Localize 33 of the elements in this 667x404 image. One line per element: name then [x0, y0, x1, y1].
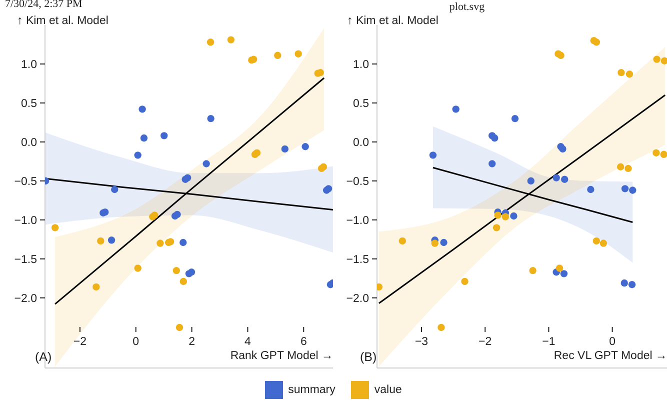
y-tick-label: −2.0 [14, 292, 37, 305]
y-axis-title: ↑ Kim et al. Model [347, 15, 438, 27]
x-tick-label: 2 [188, 336, 195, 348]
text: plot.svg [449, 1, 485, 13]
x-tick-label: −2 [478, 336, 492, 348]
x-tick-label: −3 [414, 336, 428, 348]
annotation: (A) [35, 350, 52, 364]
x-tick-label: 4 [244, 336, 252, 348]
y-tick-label: −0.5 [346, 176, 369, 188]
y-tick-label: −1.5 [14, 254, 37, 266]
x-tick-label: 6 [300, 336, 307, 348]
x-tick-label: 0 [132, 336, 140, 348]
x-tick-label: −2 [73, 336, 87, 348]
y-axis-title: ↑ Kim et al. Model [17, 15, 108, 27]
y-tick-label: 1.0 [353, 59, 369, 72]
y-tick-label: 0.0 [353, 137, 369, 150]
y-tick-label: −1.0 [346, 214, 369, 227]
y-tick-label: 0.0 [21, 137, 37, 150]
y-tick-label: 0.5 [21, 98, 37, 110]
y-tick-label: −2.0 [346, 292, 369, 305]
legend-label: summary [288, 384, 336, 396]
x-tick-label: 0 [609, 336, 616, 348]
x-axis-title: Rec VL GPT Model → [554, 350, 667, 362]
y-tick-label: −1.0 [14, 214, 37, 227]
text: (B) [360, 350, 377, 364]
x-axis-title: Rank GPT Model → [230, 350, 333, 362]
text: 7/30/24, 2:37 PM [5, 0, 82, 10]
y-tick-label: 0.5 [353, 98, 369, 110]
legend-label: value [374, 384, 402, 396]
y-tick-label: 1.0 [21, 59, 37, 72]
x-tick-label: −1 [542, 336, 556, 348]
y-tick-label: −0.5 [14, 176, 37, 188]
y-tick-label: −1.5 [346, 254, 369, 266]
